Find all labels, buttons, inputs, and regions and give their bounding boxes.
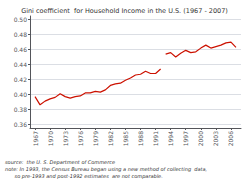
svg-text:2003: 2003 — [212, 131, 219, 146]
svg-text:1976: 1976 — [77, 131, 84, 146]
svg-text:Gini coefficient for Househol: Gini coefficient for Household Income in… — [21, 7, 228, 15]
svg-text:1994: 1994 — [167, 131, 174, 146]
svg-text:1991: 1991 — [152, 131, 159, 146]
svg-text:source: the U. S. Department: source: the U. S. Department of Commerce — [5, 159, 115, 166]
svg-text:so pre-1993 and post-1992 esti: so pre-1993 and post-1992 estimates are … — [5, 173, 163, 180]
svg-text:0.46: 0.46 — [14, 46, 28, 53]
svg-text:2006: 2006 — [227, 131, 234, 146]
svg-text:1973: 1973 — [62, 131, 69, 146]
svg-text:0.42: 0.42 — [14, 76, 28, 83]
svg-text:1985: 1985 — [122, 131, 129, 146]
svg-text:1988: 1988 — [137, 131, 144, 146]
svg-text:note: In 1993, the Census Bure: note: In 1993, the Census Bureau began u… — [5, 166, 207, 173]
svg-text:1997: 1997 — [182, 131, 189, 146]
svg-text:0.40: 0.40 — [14, 91, 28, 98]
svg-text:1967: 1967 — [32, 131, 39, 146]
svg-text:0.48: 0.48 — [14, 31, 28, 38]
svg-text:0.44: 0.44 — [14, 61, 28, 68]
svg-text:0.38: 0.38 — [14, 106, 28, 113]
svg-text:0.36: 0.36 — [14, 121, 28, 128]
svg-text:1979: 1979 — [92, 131, 99, 146]
svg-text:2000: 2000 — [197, 131, 204, 146]
svg-text:1970: 1970 — [47, 131, 54, 146]
svg-text:1982: 1982 — [107, 131, 114, 146]
svg-text:0.50: 0.50 — [14, 16, 28, 23]
